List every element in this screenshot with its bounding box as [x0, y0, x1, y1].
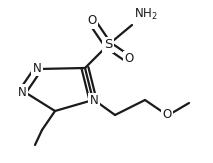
Text: O: O — [87, 15, 97, 28]
Text: O: O — [124, 52, 134, 66]
Text: N: N — [33, 61, 41, 74]
Text: O: O — [162, 109, 172, 121]
Text: NH$_2$: NH$_2$ — [134, 7, 158, 22]
Text: N: N — [90, 95, 98, 108]
Text: S: S — [104, 38, 112, 52]
Text: N: N — [18, 86, 26, 98]
